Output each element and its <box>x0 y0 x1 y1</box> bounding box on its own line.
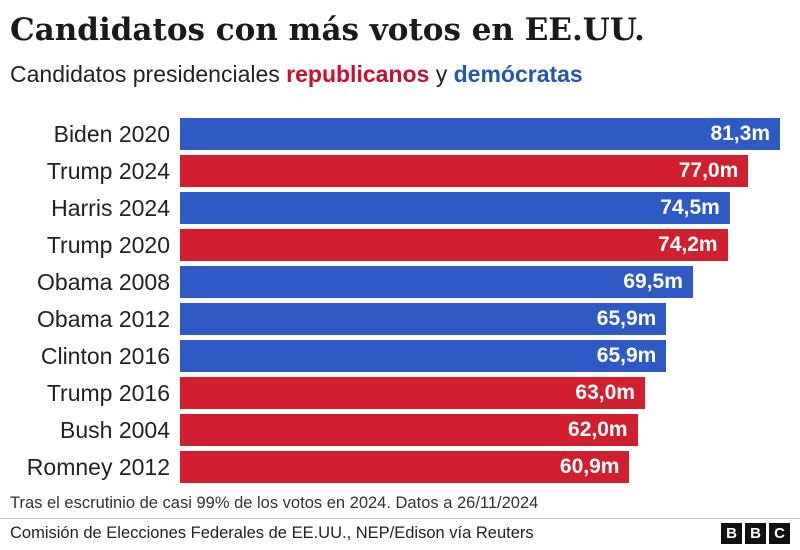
bar-category-label: Trump 2024 <box>46 158 170 184</box>
bar-republican: 62,0m <box>180 414 638 446</box>
bar-category-label: Bush 2004 <box>60 417 170 443</box>
bbc-logo: B B C <box>721 523 790 544</box>
bbc-logo-block: C <box>769 523 790 544</box>
bar-value-label: 74,2m <box>658 233 718 256</box>
bar-category-label: Harris 2024 <box>51 195 170 221</box>
bar-category-label: Biden 2020 <box>53 121 170 147</box>
bar-democrat: 81,3m <box>180 118 780 150</box>
bar-value-label: 77,0m <box>678 159 739 182</box>
bar-democrat: 69,5m <box>180 266 693 298</box>
bar-category-label: Trump 2020 <box>46 232 170 258</box>
bar-category-label: Romney 2012 <box>26 454 170 480</box>
bar-row: Biden 2020 81,3m <box>0 118 800 150</box>
bar-chart: Biden 2020 81,3m Trump 2024 77,0m Harris 202… <box>0 118 800 488</box>
bar-row: Harris 2024 74,5m <box>0 192 800 224</box>
chart-subtitle: Candidatos presidenciales republicanos y… <box>10 61 583 88</box>
bar-row: Trump 2016 63,0m <box>0 377 800 409</box>
chart-note: Tras el escrutinio de casi 99% de los vo… <box>10 494 539 512</box>
source-text: Comisión de Elecciones Federales de EE.U… <box>10 524 534 542</box>
bar-row: Clinton 2016 65,9m <box>0 340 800 372</box>
subtitle-republicans: republicanos <box>286 61 430 87</box>
bar-row: Obama 2008 69,5m <box>0 266 800 298</box>
bar-value-label: 81,3m <box>710 122 770 145</box>
bbc-logo-block: B <box>745 523 766 544</box>
bar-republican: 63,0m <box>180 377 645 409</box>
bar-republican: 74,2m <box>180 229 728 261</box>
footer-divider <box>0 518 800 519</box>
bar-row: Romney 2012 60,9m <box>0 451 800 483</box>
bar-democrat: 65,9m <box>180 340 667 372</box>
chart-title: Candidatos con más votos en EE.UU. <box>10 12 645 48</box>
bar-republican: 60,9m <box>180 451 630 483</box>
bar-value-label: 60,9m <box>559 455 620 478</box>
bar-value-label: 65,9m <box>596 344 657 367</box>
bar-democrat: 74,5m <box>180 192 730 224</box>
bar-value-label: 65,9m <box>596 307 657 330</box>
bar-category-label: Obama 2008 <box>37 269 170 295</box>
subtitle-prefix: Candidatos presidenciales <box>10 61 287 87</box>
bar-value-label: 69,5m <box>623 270 683 293</box>
subtitle-democrats: demócratas <box>453 61 583 87</box>
bar-row: Trump 2024 77,0m <box>0 155 800 187</box>
bar-row: Bush 2004 62,0m <box>0 414 800 446</box>
bar-row: Trump 2020 74,2m <box>0 229 800 261</box>
bar-category-label: Obama 2012 <box>37 306 170 332</box>
bar-row: Obama 2012 65,9m <box>0 303 800 335</box>
bar-value-label: 62,0m <box>568 418 628 441</box>
bbc-logo-block: B <box>721 523 742 544</box>
bar-value-label: 74,5m <box>660 196 720 219</box>
bar-category-label: Clinton 2016 <box>40 343 170 369</box>
bar-category-label: Trump 2016 <box>46 380 170 406</box>
bar-republican: 77,0m <box>180 155 749 187</box>
bar-value-label: 63,0m <box>575 381 635 404</box>
bar-democrat: 65,9m <box>180 303 667 335</box>
subtitle-conjunction: y <box>429 61 454 87</box>
